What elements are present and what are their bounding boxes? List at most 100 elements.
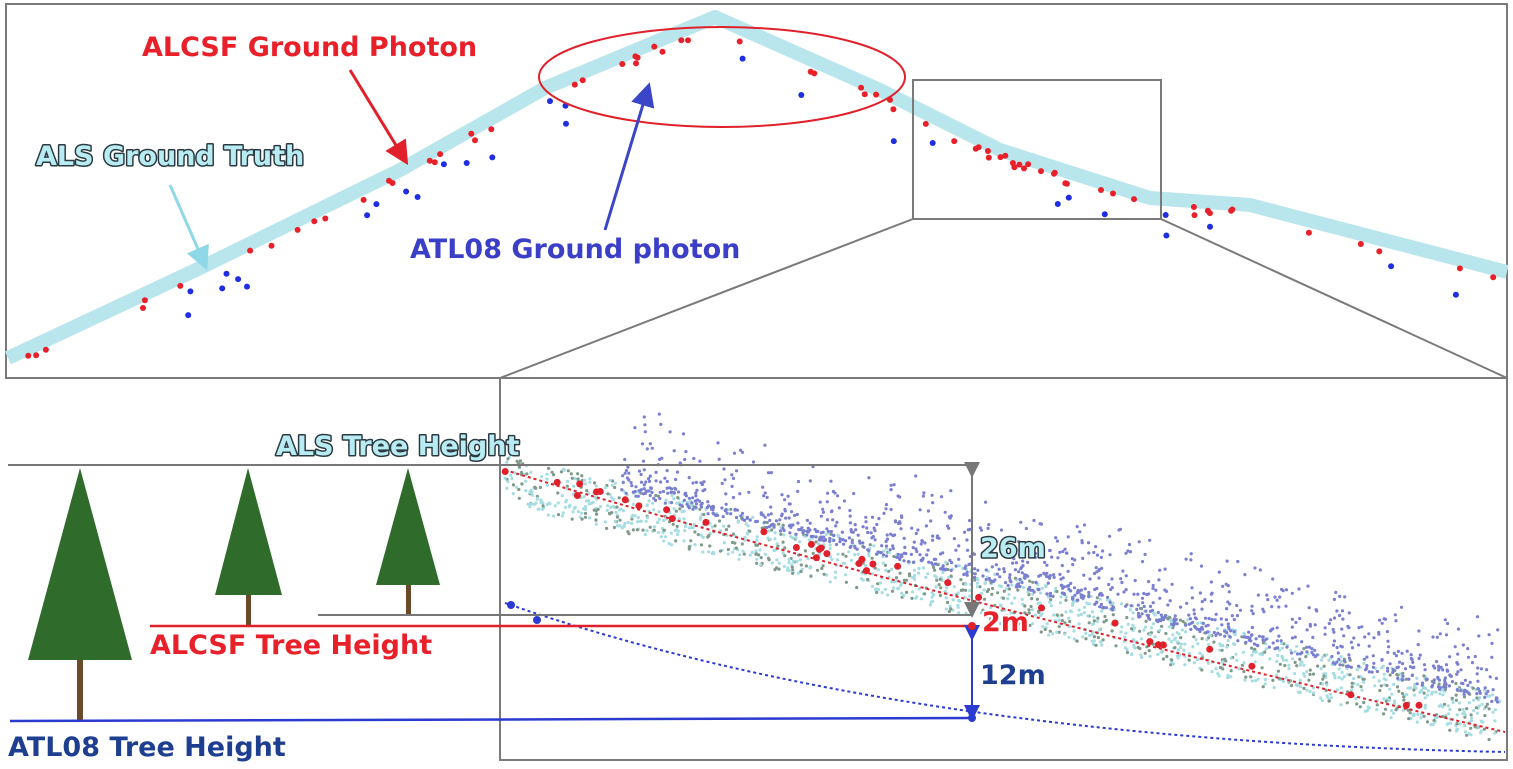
canopy-point — [1453, 645, 1457, 649]
canopy-point — [819, 535, 823, 539]
ground-point — [506, 480, 510, 484]
canopy-point — [670, 501, 674, 505]
ground-point — [1258, 652, 1262, 656]
canopy-point — [952, 537, 957, 541]
canopy-point — [1230, 614, 1234, 618]
ground-point — [511, 492, 515, 496]
ground-point — [680, 510, 684, 514]
canopy-point — [903, 545, 907, 550]
alcsf-photon — [858, 84, 865, 91]
canopy-point — [687, 496, 692, 500]
canopy-point — [1284, 588, 1289, 592]
ground-point — [892, 554, 896, 559]
ground-point — [1075, 639, 1079, 643]
ground-point — [890, 567, 894, 571]
ground-point — [887, 569, 891, 573]
canopy-point — [745, 516, 749, 521]
ground-point — [1287, 667, 1291, 671]
canopy-point — [681, 432, 686, 436]
ground-point — [751, 515, 755, 520]
canopy-point — [930, 493, 934, 497]
ground-point — [708, 544, 712, 548]
canopy-point — [828, 536, 832, 541]
canopy-point — [658, 457, 662, 461]
canopy-point — [1223, 634, 1227, 638]
ground-point — [511, 483, 516, 487]
ground-point — [806, 557, 810, 561]
canopy-point — [1158, 568, 1162, 572]
ground-point — [1039, 630, 1043, 634]
ground-point — [1167, 637, 1171, 641]
canopy-point — [1450, 680, 1454, 684]
canopy-point — [1214, 633, 1218, 638]
ground-point — [1159, 650, 1163, 654]
ground-point — [754, 549, 758, 553]
ground-point — [520, 482, 524, 486]
ground-point — [633, 514, 637, 518]
canopy-point — [709, 505, 713, 509]
atl08-photon — [235, 276, 242, 283]
alcsf-photon — [1131, 196, 1137, 203]
atl08-photon — [244, 283, 250, 290]
ground-point — [580, 474, 584, 478]
canopy-point — [1306, 584, 1310, 588]
canopy-point — [850, 540, 854, 545]
ground-point — [829, 532, 833, 537]
canopy-point — [691, 496, 695, 500]
canopy-point — [1323, 632, 1327, 636]
canopy-point — [1094, 545, 1098, 549]
canopy-point — [755, 519, 760, 524]
canopy-point — [644, 480, 648, 484]
canopy-point — [711, 511, 715, 515]
ground-point — [1060, 613, 1064, 617]
canopy-point — [1064, 551, 1069, 555]
canopy-point — [1410, 673, 1414, 678]
canopy-point — [735, 508, 740, 512]
ground-point — [1077, 622, 1081, 626]
ground-point — [1490, 693, 1495, 697]
ground-point — [701, 535, 705, 540]
ground-point — [875, 590, 879, 595]
ground-point — [1030, 597, 1034, 601]
canopy-point — [665, 469, 669, 473]
canopy-point — [1187, 613, 1191, 617]
ground-point — [1268, 657, 1272, 661]
canopy-point — [1261, 638, 1265, 642]
ground-point — [1404, 677, 1408, 681]
ground-point — [556, 491, 560, 495]
canopy-point — [796, 489, 800, 493]
ground-point — [1485, 702, 1489, 706]
canopy-point — [1067, 584, 1071, 588]
ground-point — [975, 581, 980, 585]
canopy-point — [694, 494, 698, 498]
ground-point — [1463, 723, 1467, 728]
ground-point — [1086, 614, 1090, 618]
ground-point — [545, 472, 549, 476]
canopy-point — [1081, 556, 1085, 561]
ground-point — [606, 504, 610, 508]
canopy-point — [633, 426, 637, 430]
canopy-point — [1432, 678, 1436, 682]
ground-point — [941, 571, 945, 575]
ground-point — [1475, 711, 1479, 715]
ground-point — [1048, 600, 1052, 604]
ground-point — [617, 496, 621, 500]
ground-point — [1017, 622, 1021, 626]
ground-point — [1324, 688, 1328, 693]
canopy-point — [939, 495, 944, 499]
point — [533, 616, 541, 624]
canopy-point — [1132, 592, 1136, 596]
canopy-point — [1461, 643, 1465, 647]
height-lines — [8, 462, 980, 723]
ground-point — [1092, 639, 1096, 643]
canopy-point — [1279, 639, 1283, 643]
canopy-point — [954, 548, 958, 552]
ground-point — [1355, 702, 1359, 706]
canopy-point — [822, 535, 826, 539]
canopy-point — [1257, 634, 1262, 638]
ground-point — [1167, 625, 1171, 629]
ground-point — [914, 596, 918, 600]
ground-point — [1063, 621, 1067, 625]
canopy-point — [856, 533, 860, 537]
canopy-point — [947, 526, 951, 530]
